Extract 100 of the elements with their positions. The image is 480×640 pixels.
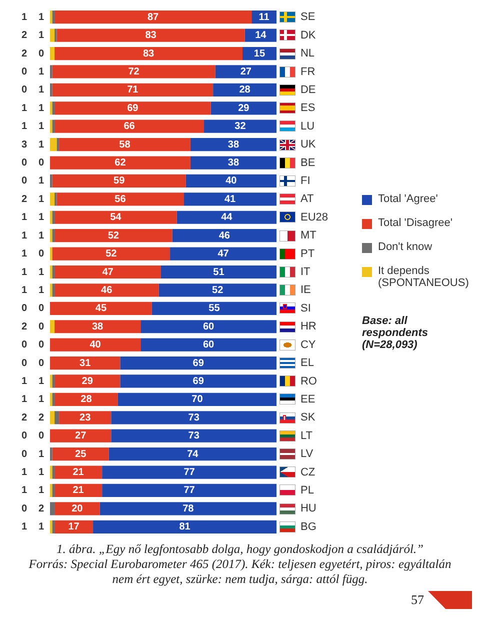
data-label: 29 bbox=[238, 102, 250, 114]
data-label: 69 bbox=[192, 376, 204, 387]
data-label: 0 bbox=[38, 430, 44, 442]
data-label: 52 bbox=[108, 230, 120, 242]
data-label: 1 bbox=[38, 448, 44, 460]
y-tick-label: EL bbox=[300, 357, 314, 370]
data-label: 77 bbox=[184, 485, 196, 496]
data-label: 55 bbox=[208, 303, 220, 314]
data-label: 1 bbox=[38, 194, 44, 205]
bar bbox=[210, 102, 276, 115]
y-tick-label: UK bbox=[300, 138, 316, 151]
bar bbox=[54, 10, 252, 24]
bar bbox=[56, 28, 245, 42]
data-label: 2 bbox=[21, 321, 28, 332]
bar bbox=[54, 284, 159, 297]
data-label: 52 bbox=[106, 248, 118, 260]
data-label: 1 bbox=[21, 284, 28, 296]
data-label: 69 bbox=[192, 358, 204, 369]
data-label: 77 bbox=[184, 467, 196, 478]
bar bbox=[54, 320, 141, 334]
bar bbox=[50, 192, 55, 206]
bar bbox=[50, 411, 55, 424]
data-label: 38 bbox=[92, 321, 104, 332]
bar bbox=[215, 65, 276, 78]
data-label: 0 bbox=[21, 430, 28, 442]
data-label: 1 bbox=[21, 467, 28, 478]
data-label: 21 bbox=[72, 467, 84, 478]
data-label: 70 bbox=[192, 394, 204, 406]
data-label: 1 bbox=[21, 121, 28, 132]
bar bbox=[170, 247, 276, 260]
data-label: 1 bbox=[21, 102, 28, 114]
y-tick-label: NL bbox=[300, 48, 315, 60]
data-label: 1 bbox=[38, 394, 44, 406]
data-label: 38 bbox=[228, 139, 240, 150]
bar bbox=[50, 502, 55, 516]
data-label: 1 bbox=[38, 84, 44, 96]
y-tick-label: BG bbox=[300, 520, 316, 533]
data-label: 58 bbox=[119, 139, 131, 150]
data-label: 2 bbox=[21, 30, 28, 42]
data-label: 83 bbox=[145, 30, 157, 42]
data-label: 59 bbox=[114, 176, 126, 187]
data-label: 0 bbox=[21, 448, 28, 460]
legend-label: Total 'Agree' bbox=[378, 193, 438, 205]
bar bbox=[190, 156, 276, 170]
bar bbox=[108, 448, 276, 461]
bar bbox=[54, 502, 100, 516]
data-label: 45 bbox=[95, 303, 107, 314]
data-label: 78 bbox=[182, 503, 194, 514]
data-label: 71 bbox=[127, 84, 139, 96]
y-tick-label: AT bbox=[300, 193, 314, 206]
bar bbox=[52, 174, 186, 188]
data-label: 1 bbox=[38, 176, 44, 187]
bar bbox=[213, 83, 276, 96]
data-label: 83 bbox=[142, 48, 155, 60]
data-label: 81 bbox=[179, 522, 191, 533]
legend-label: Total 'Disagree' bbox=[378, 217, 453, 229]
data-label: 2 bbox=[21, 412, 28, 424]
bar bbox=[102, 484, 276, 498]
bar bbox=[54, 46, 243, 60]
bar bbox=[158, 284, 276, 297]
data-label: 0 bbox=[21, 303, 28, 314]
y-tick-label: DE bbox=[300, 84, 316, 96]
data-label: 1 bbox=[38, 230, 44, 242]
data-label: 3 bbox=[21, 139, 28, 150]
data-label: 0 bbox=[38, 158, 44, 169]
bar bbox=[140, 338, 276, 352]
data-label: 66 bbox=[124, 121, 136, 132]
bar bbox=[120, 356, 276, 370]
data-label: 60 bbox=[202, 321, 215, 332]
data-label: 74 bbox=[187, 448, 199, 460]
data-label: 1 bbox=[38, 30, 44, 42]
legend-label: Don't know bbox=[378, 241, 432, 253]
y-tick-label: MT bbox=[300, 230, 317, 242]
y-tick-label: IE bbox=[300, 284, 311, 296]
bar bbox=[140, 320, 276, 334]
data-label: 15 bbox=[254, 48, 266, 60]
bar bbox=[100, 502, 276, 516]
bar bbox=[184, 192, 276, 206]
data-label: 0 bbox=[38, 48, 44, 60]
data-label: 46 bbox=[218, 230, 230, 242]
bar bbox=[54, 520, 94, 534]
data-label: 28 bbox=[239, 84, 251, 96]
bar bbox=[52, 448, 109, 461]
y-tick-label: BE bbox=[300, 156, 316, 169]
y-tick-label: RO bbox=[300, 375, 318, 388]
data-label: 54 bbox=[110, 212, 122, 224]
y-tick-label: IT bbox=[300, 266, 311, 278]
y-tick-label: SK bbox=[300, 412, 316, 424]
data-label: 0 bbox=[21, 158, 28, 169]
data-label: 0 bbox=[21, 66, 28, 78]
data-label: 1 bbox=[38, 66, 44, 78]
bar bbox=[186, 174, 276, 188]
bar bbox=[50, 46, 55, 60]
data-label: 1 bbox=[38, 467, 44, 478]
data-label: 1 bbox=[38, 266, 44, 278]
bar bbox=[111, 411, 276, 424]
data-label: 0 bbox=[38, 321, 44, 332]
y-tick-label: SI bbox=[300, 302, 311, 314]
data-label: 1 bbox=[38, 284, 44, 296]
bar bbox=[54, 411, 60, 424]
